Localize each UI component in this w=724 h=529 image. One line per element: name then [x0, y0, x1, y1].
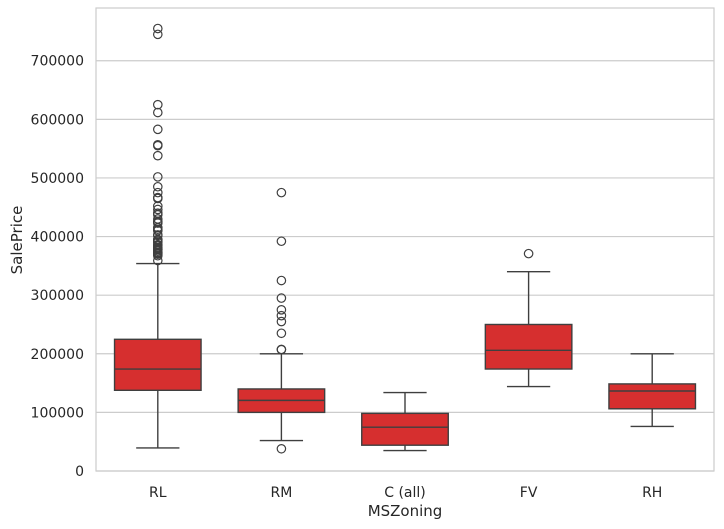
y-tick-label: 600000: [31, 112, 84, 128]
outlier-point: [153, 230, 163, 241]
x-tick-labels: RL RM C (all) FV RH: [149, 485, 662, 501]
y-tick-label: 100000: [31, 405, 84, 421]
outlier-point: [276, 316, 287, 327]
box-iqr: [113, 338, 202, 391]
outlier-point: [153, 107, 163, 118]
x-axis-label: MSZoning: [368, 502, 443, 520]
outlier-point: [153, 255, 163, 266]
y-tick-label: 0: [75, 464, 84, 480]
x-tick-label: FV: [520, 485, 538, 501]
box-group-c-all-: [361, 391, 449, 452]
outlier-point: [276, 328, 287, 339]
x-tick-label: C (all): [384, 485, 426, 501]
outlier-point: [153, 140, 163, 151]
outlier-point: [276, 305, 287, 315]
y-tick-label: 500000: [31, 171, 84, 187]
outlier-point: [276, 344, 287, 355]
y-axis-label: SalePrice: [8, 206, 26, 275]
x-tick-label: RH: [642, 485, 662, 501]
box-group-rl: [113, 23, 202, 449]
outlier-point: [153, 23, 163, 34]
outlier-point: [153, 204, 163, 215]
y-tick-label: 700000: [31, 54, 84, 70]
outlier-point: [523, 248, 534, 259]
x-tick-label: RL: [149, 485, 167, 501]
box-group-fv: [484, 248, 573, 388]
outlier-point: [276, 310, 287, 321]
outlier-point: [153, 172, 163, 182]
y-tick-label: 200000: [31, 347, 84, 363]
outlier-point: [276, 275, 287, 286]
outlier-point: [153, 218, 163, 228]
y-tick-labels: 0 100000 200000 300000 400000 500000 600000 700…: [31, 54, 84, 480]
box-iqr: [361, 412, 449, 446]
outlier-point: [153, 187, 163, 198]
gridlines: [96, 60, 714, 472]
box-iqr: [608, 383, 697, 410]
box-group-rm: [237, 187, 326, 454]
outlier-point: [153, 250, 163, 261]
box-group-rh: [608, 353, 697, 428]
outlier-point: [153, 193, 163, 204]
outlier-point: [153, 29, 163, 40]
box-iqr: [484, 323, 573, 370]
outlier-point: [276, 187, 287, 198]
outlier-point: [153, 124, 163, 135]
x-tick-label: RM: [270, 485, 292, 501]
outlier-point: [276, 236, 287, 247]
outlier-point: [276, 443, 287, 454]
outlier-point: [276, 293, 287, 303]
box-series: [113, 23, 697, 454]
outlier-point: [153, 150, 163, 161]
y-tick-label: 300000: [31, 288, 84, 304]
outlier-point: [153, 181, 163, 192]
y-tick-label: 400000: [31, 230, 84, 246]
